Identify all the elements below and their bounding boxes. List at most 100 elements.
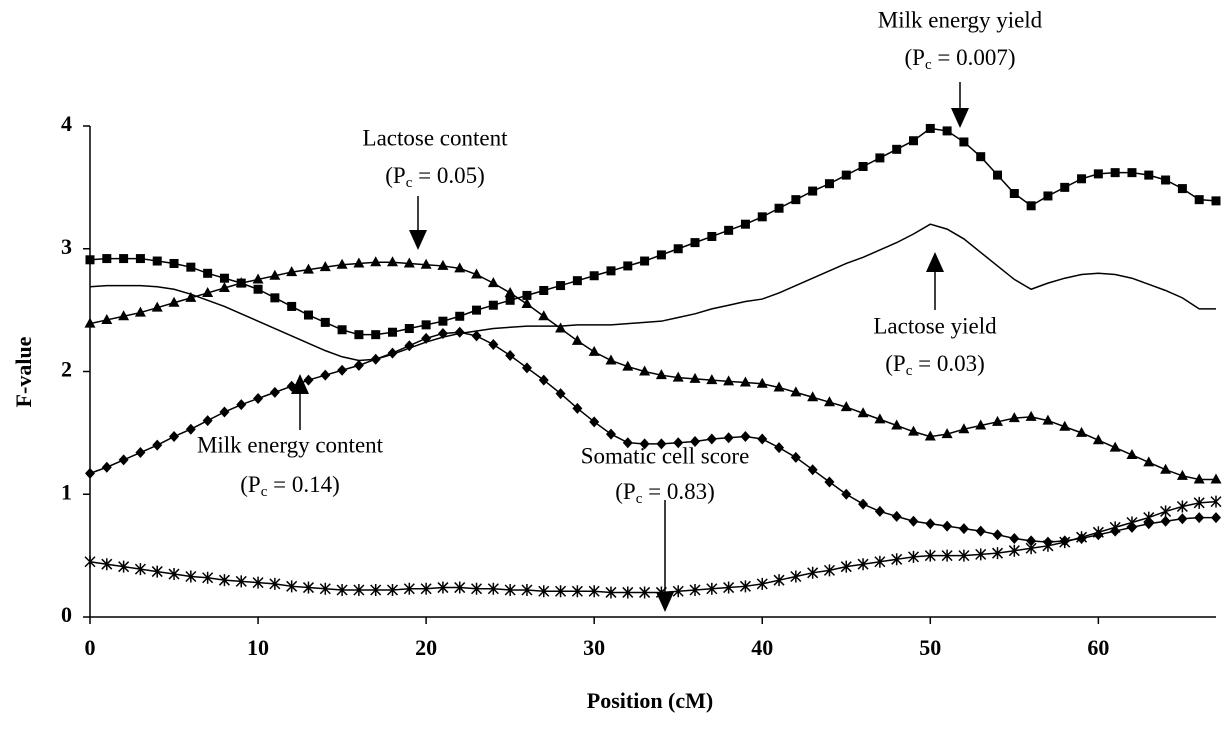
marker — [555, 585, 567, 598]
marker — [993, 170, 1003, 180]
marker — [924, 430, 936, 441]
marker — [823, 564, 835, 577]
marker — [807, 566, 819, 579]
marker — [1009, 189, 1019, 199]
marker — [455, 311, 465, 321]
marker — [1177, 513, 1188, 525]
marker — [185, 291, 197, 302]
marker — [1211, 196, 1221, 206]
marker — [185, 423, 196, 435]
marker — [958, 523, 969, 535]
marker — [319, 582, 331, 595]
marker — [588, 585, 600, 598]
marker — [992, 415, 1004, 426]
y-axis-title: F-value — [11, 336, 36, 407]
marker — [168, 568, 180, 581]
marker — [336, 583, 348, 596]
marker — [504, 286, 516, 297]
marker — [85, 467, 95, 479]
marker — [605, 354, 617, 365]
marker — [1025, 410, 1037, 421]
marker — [287, 301, 297, 311]
annotation-part: (P — [615, 479, 635, 504]
marker — [319, 261, 331, 272]
annotation-p: (Pc = 0.03) — [885, 351, 985, 379]
marker — [1177, 184, 1187, 194]
marker — [1093, 169, 1103, 179]
marker — [588, 345, 600, 356]
marker — [840, 401, 852, 412]
marker — [538, 310, 550, 321]
marker — [386, 583, 399, 596]
marker — [942, 520, 953, 532]
marker — [622, 586, 634, 599]
marker — [1026, 535, 1037, 547]
marker — [353, 257, 365, 268]
marker — [135, 254, 145, 264]
marker — [958, 549, 970, 562]
marker — [807, 464, 818, 476]
marker — [235, 277, 247, 288]
marker — [605, 586, 617, 599]
marker — [874, 555, 886, 568]
x-tick-label: 60 — [1087, 635, 1109, 660]
marker — [353, 359, 364, 371]
marker — [521, 297, 533, 308]
marker — [522, 290, 532, 300]
annotation-label: Milk energy yield — [878, 7, 1043, 32]
marker — [907, 425, 919, 436]
marker — [337, 364, 348, 376]
marker — [706, 582, 718, 595]
marker — [1194, 512, 1205, 524]
marker — [555, 388, 566, 400]
marker — [1042, 414, 1054, 425]
marker — [487, 582, 499, 595]
marker — [118, 310, 130, 321]
annotation-part: (P — [904, 45, 924, 70]
y-tick-label: 3 — [61, 234, 72, 259]
marker — [689, 583, 701, 596]
marker — [437, 259, 449, 270]
marker — [471, 268, 483, 279]
marker — [572, 402, 583, 414]
marker — [1077, 174, 1087, 184]
marker — [723, 432, 734, 444]
marker — [1076, 426, 1088, 437]
marker — [151, 565, 163, 578]
marker — [656, 438, 667, 450]
marker — [1143, 456, 1155, 467]
marker — [253, 284, 263, 294]
marker — [908, 136, 918, 146]
marker — [202, 571, 214, 584]
annotation-part: c — [636, 491, 643, 507]
annotation-part: = 0.83) — [642, 479, 714, 504]
marker — [975, 419, 987, 430]
marker — [185, 570, 197, 583]
marker — [891, 510, 902, 522]
marker — [706, 374, 718, 385]
marker — [1092, 434, 1104, 445]
marker — [521, 583, 533, 596]
marker — [572, 276, 582, 286]
marker — [1110, 168, 1120, 178]
marker — [739, 580, 751, 593]
marker — [773, 381, 785, 392]
marker — [1193, 473, 1205, 484]
marker — [118, 560, 130, 573]
marker — [907, 550, 920, 563]
annotation-p: (Pc = 0.83) — [615, 479, 715, 507]
marker — [134, 563, 146, 576]
annotation-part: c — [406, 175, 413, 191]
marker — [471, 330, 482, 342]
marker — [421, 320, 431, 330]
marker — [454, 581, 466, 594]
annotation-part: c — [925, 57, 932, 73]
x-tick-label: 30 — [583, 635, 605, 660]
y-tick-label: 2 — [61, 357, 72, 382]
marker — [774, 203, 784, 213]
marker — [622, 437, 633, 449]
marker — [841, 488, 852, 500]
arrow-head — [409, 230, 427, 250]
marker — [420, 582, 432, 595]
marker — [388, 327, 398, 337]
